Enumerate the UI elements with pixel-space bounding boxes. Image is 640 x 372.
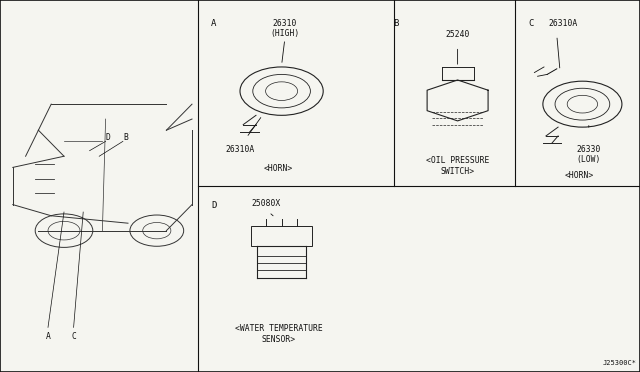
Text: D: D xyxy=(211,201,216,210)
Text: <WATER TEMPERATURE
SENSOR>: <WATER TEMPERATURE SENSOR> xyxy=(234,324,323,344)
Text: B: B xyxy=(123,132,128,141)
Text: 26310
(HIGH): 26310 (HIGH) xyxy=(270,19,300,38)
Text: <HORN>: <HORN> xyxy=(264,164,293,173)
Text: D: D xyxy=(106,132,111,141)
Text: 26330
(LOW): 26330 (LOW) xyxy=(577,145,601,164)
Text: <OIL PRESSURE
SWITCH>: <OIL PRESSURE SWITCH> xyxy=(426,156,490,176)
Text: 25240: 25240 xyxy=(445,30,470,39)
Text: 25080X: 25080X xyxy=(251,199,280,208)
Text: A: A xyxy=(46,331,51,340)
Text: <HORN>: <HORN> xyxy=(564,171,594,180)
Text: B: B xyxy=(394,19,399,28)
Text: A: A xyxy=(211,19,216,28)
Text: C: C xyxy=(72,331,77,340)
Text: J25300C*: J25300C* xyxy=(603,360,637,366)
Text: C: C xyxy=(528,19,533,28)
Text: 26310A: 26310A xyxy=(548,19,578,28)
Text: 26310A: 26310A xyxy=(225,145,255,154)
